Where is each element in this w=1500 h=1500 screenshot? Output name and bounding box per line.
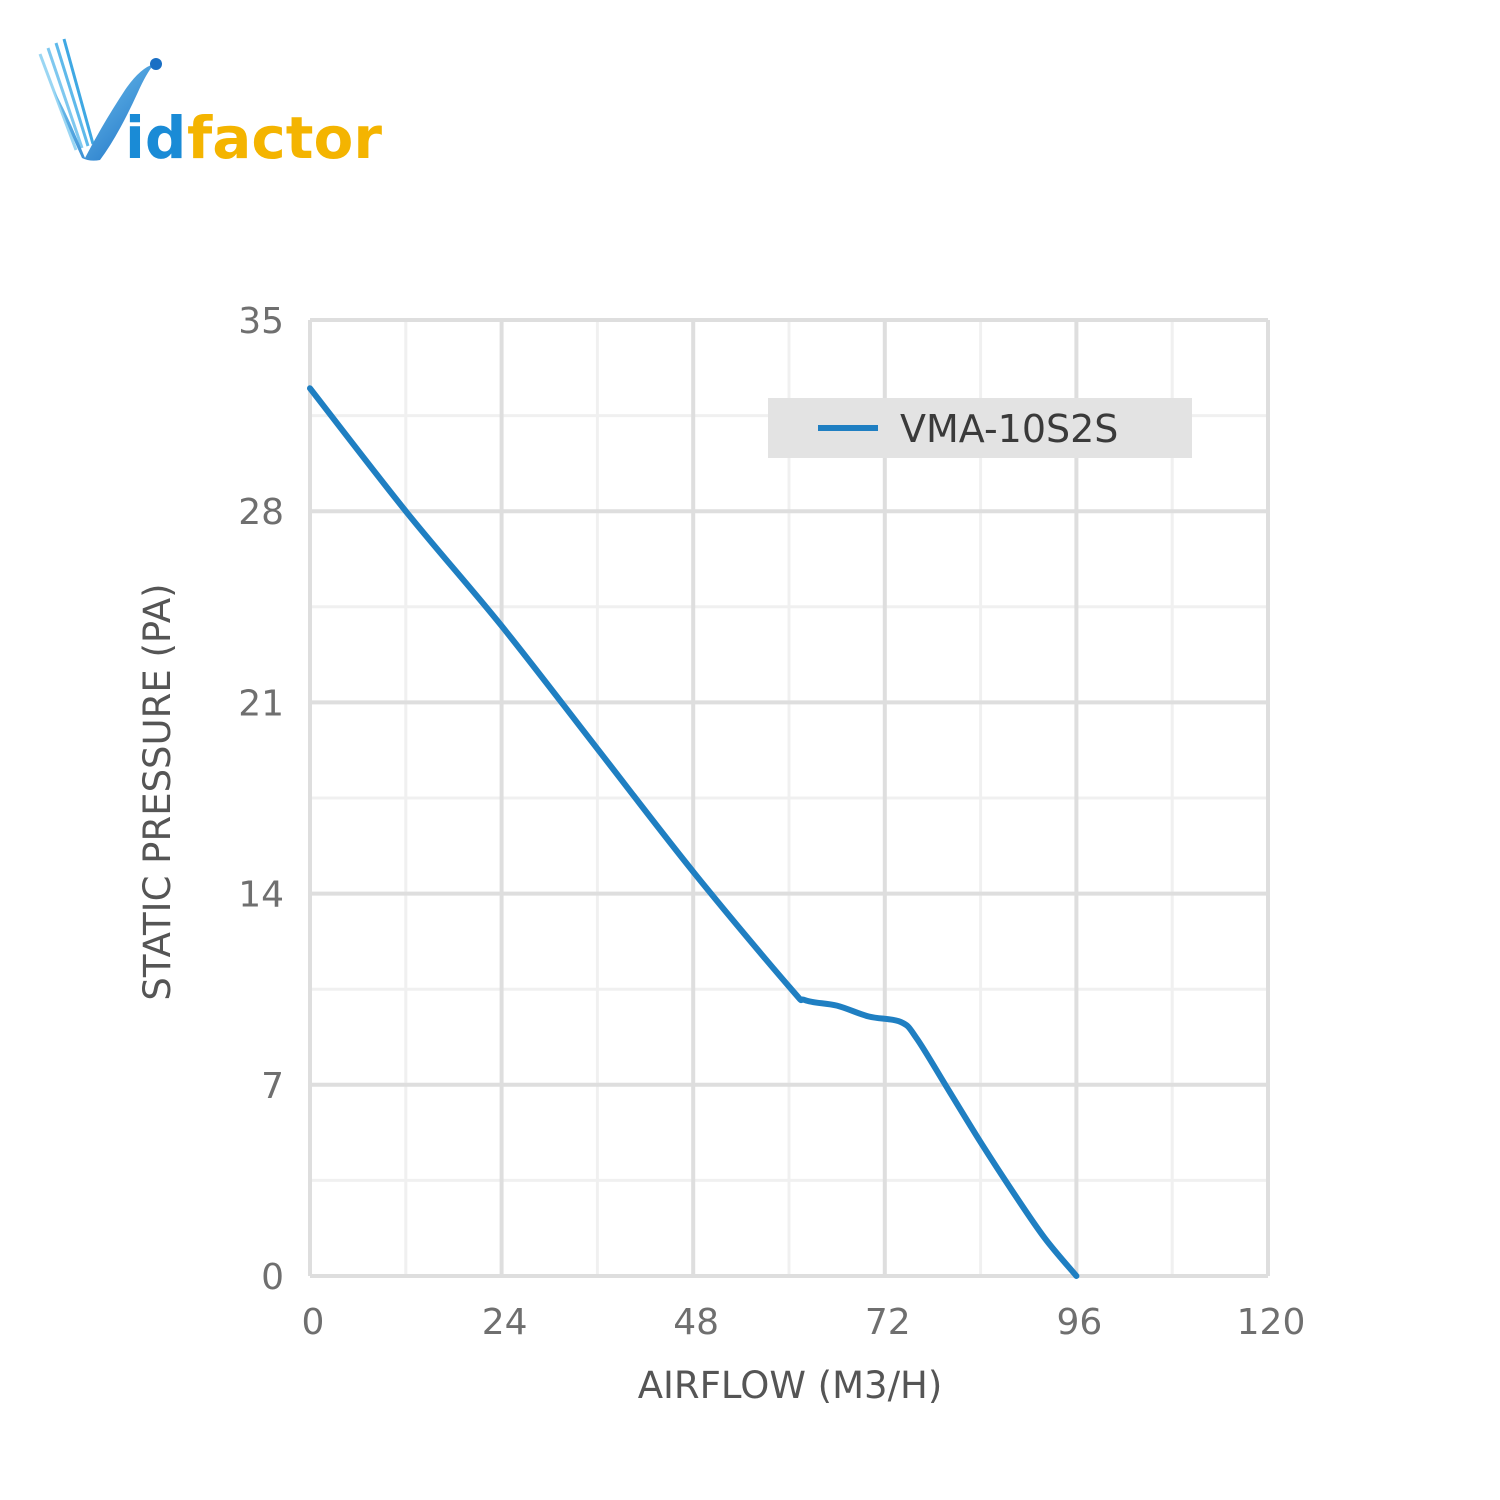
legend-label: VMA-10S2S — [900, 407, 1118, 451]
y-tick-label: 14 — [238, 875, 284, 916]
x-tick-label: 0 — [302, 1302, 325, 1343]
brand-name-part2: factor — [187, 104, 382, 172]
brand-logo: id factor — [38, 38, 382, 172]
x-tick-label: 48 — [673, 1302, 719, 1343]
x-tick-label: 72 — [865, 1302, 911, 1343]
bird-v-logo-icon — [38, 38, 162, 161]
y-axis-ticks: 0 7 14 21 28 35 — [238, 301, 284, 1298]
y-tick-label: 0 — [261, 1257, 284, 1298]
brand-name-part1: id — [125, 104, 186, 172]
chart-legend: VMA-10S2S — [768, 398, 1192, 458]
y-tick-label: 28 — [238, 492, 284, 533]
x-tick-label: 24 — [482, 1302, 528, 1343]
chart-grid — [308, 318, 1270, 1278]
x-tick-label: 120 — [1237, 1302, 1306, 1343]
x-axis-title: AIRFLOW (M3/H) — [638, 1364, 943, 1407]
x-axis-ticks: 0 24 48 72 96 120 — [302, 1302, 1306, 1343]
x-tick-label: 96 — [1056, 1302, 1102, 1343]
series-line-vma-10s2s — [307, 385, 1080, 1279]
y-tick-label: 7 — [261, 1066, 284, 1107]
y-tick-label: 21 — [238, 683, 284, 724]
y-tick-label: 35 — [238, 301, 284, 342]
y-axis-title: STATIC PRESSURE (PA) — [136, 583, 179, 1000]
